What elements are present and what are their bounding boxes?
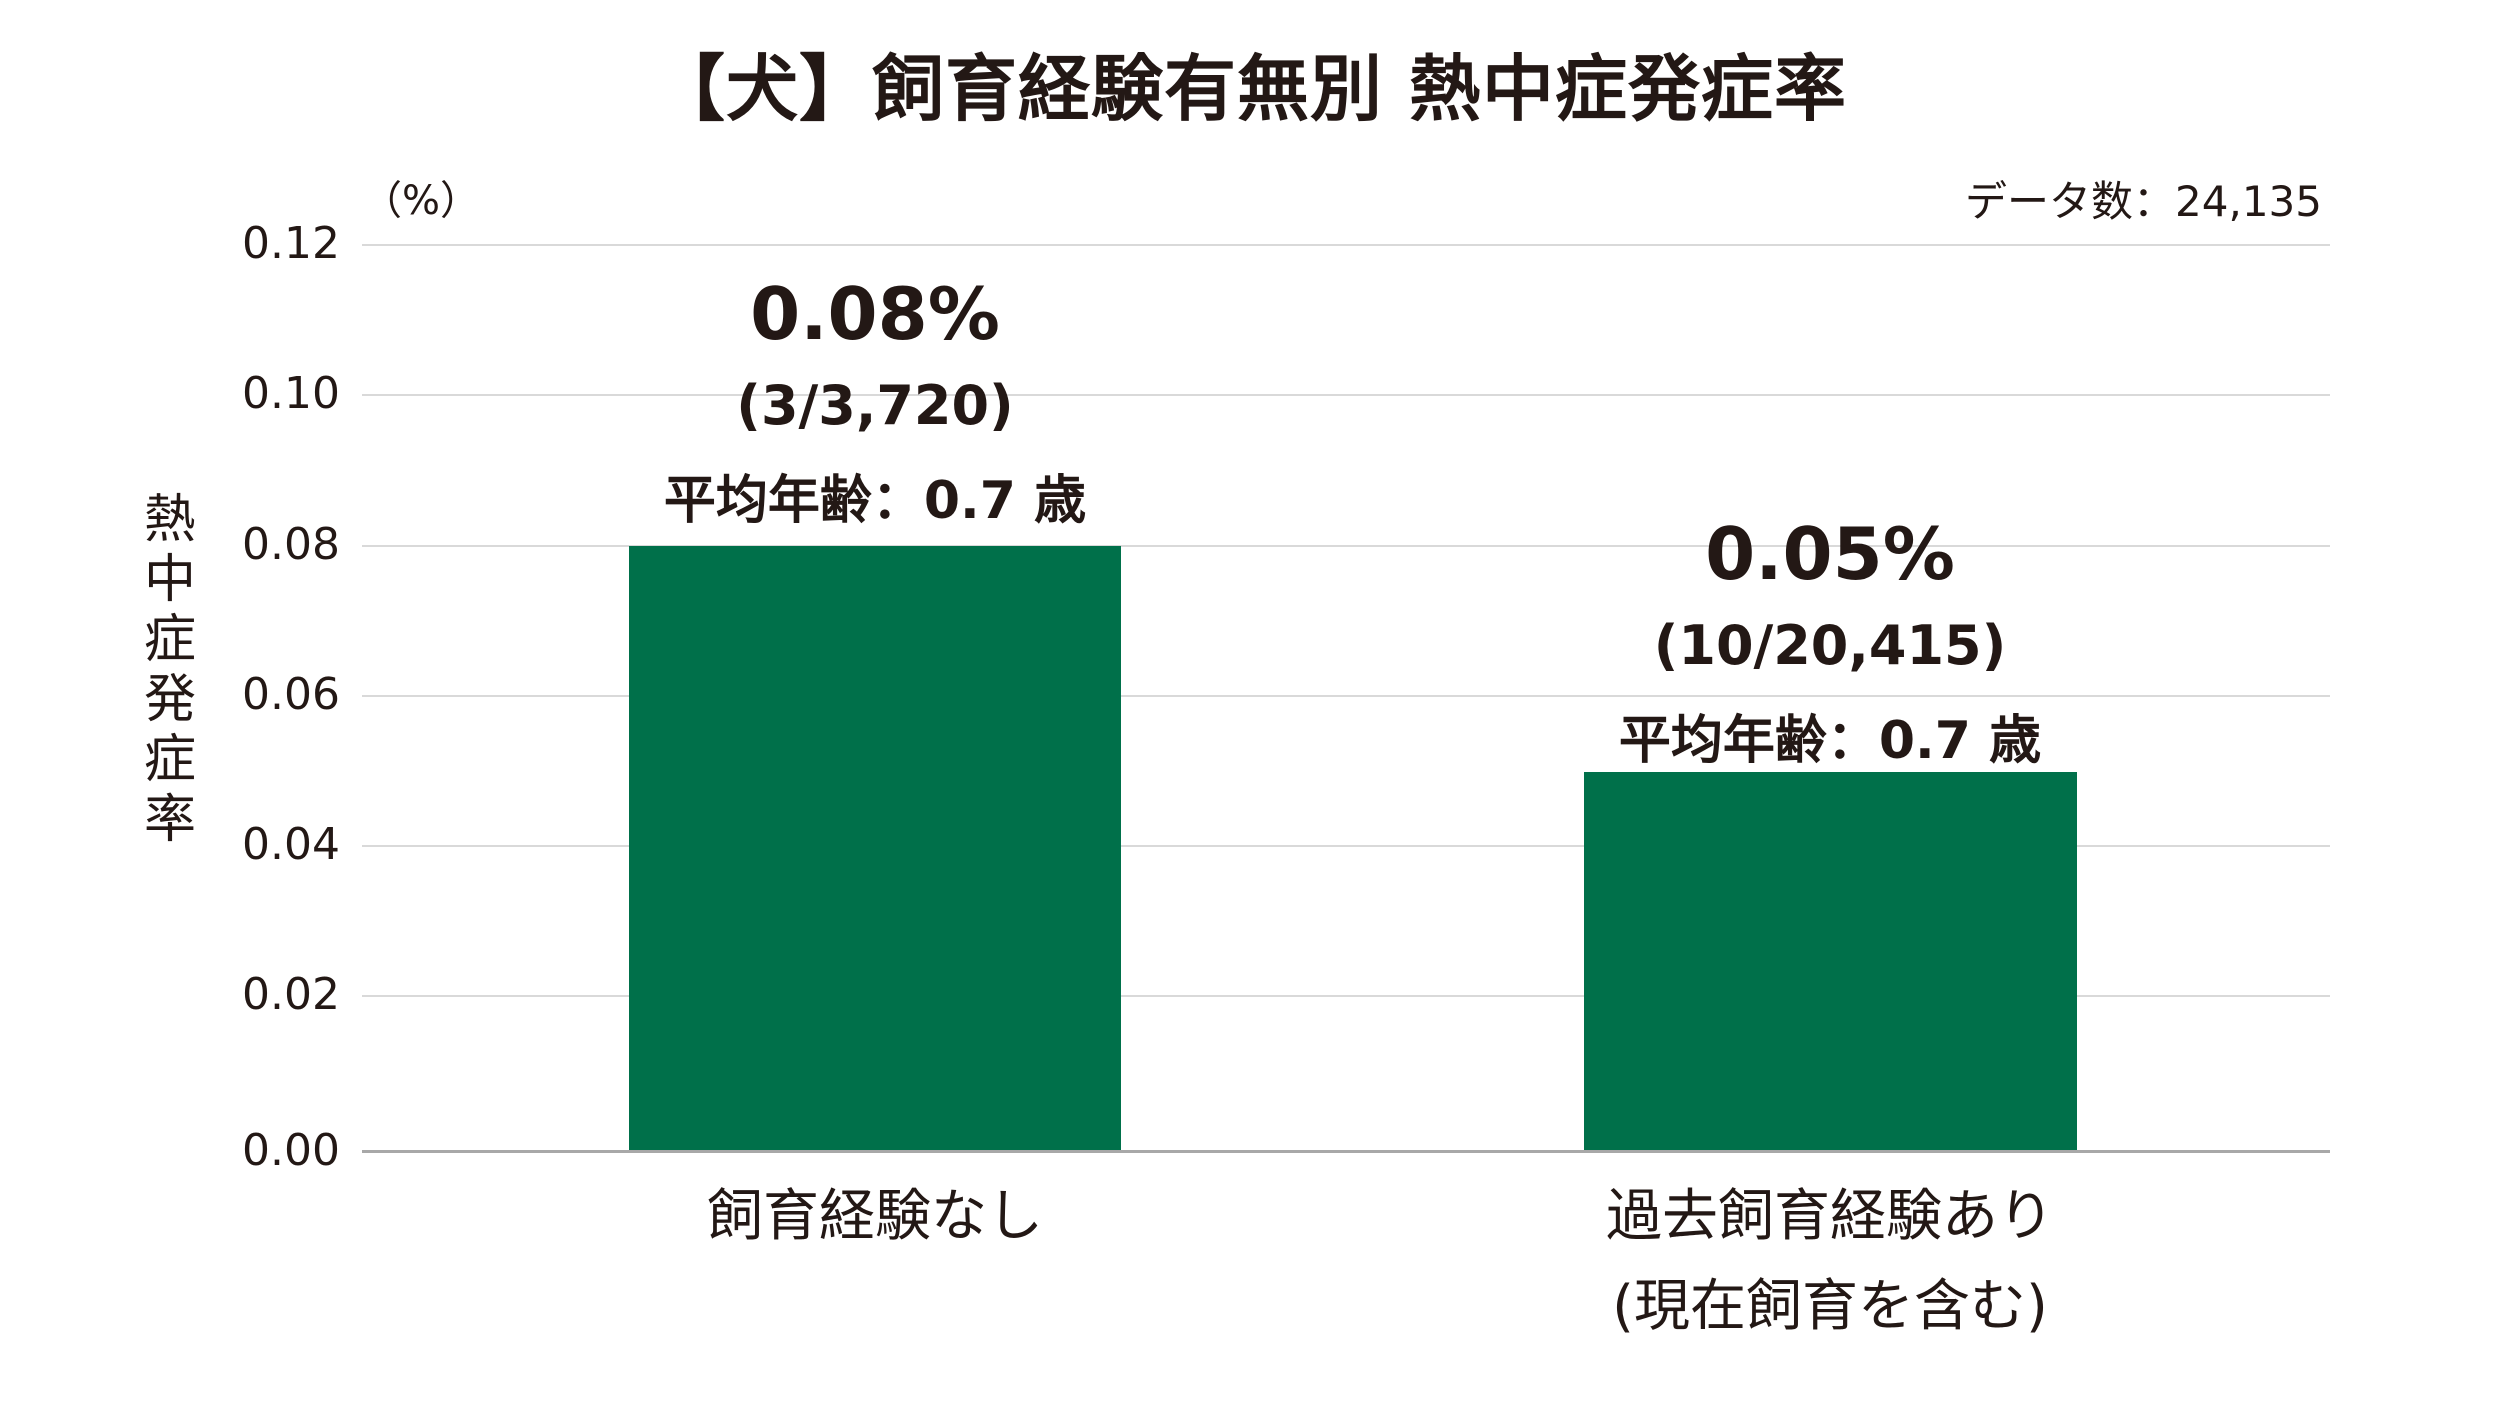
y-tick-label: 0.08: [242, 519, 340, 570]
y-tick-label: 0.04: [242, 819, 340, 870]
gridline: [362, 995, 2330, 997]
x-category-line: 飼育経験なし: [707, 1184, 1043, 1249]
y-tick-label: 0.02: [242, 969, 340, 1020]
y-unit-label: （%）: [362, 178, 481, 224]
y-axis-title-char: 中: [143, 550, 196, 610]
y-axis-title-char: 率: [143, 790, 196, 850]
x-category-label: 飼育経験なし: [525, 1172, 1225, 1262]
bar-age-label: 平均年齢：0.7 歳: [663, 471, 1087, 531]
x-category-line: 過去飼育経験あり: [1606, 1184, 2054, 1249]
bar-value-label: 0.08%: [750, 272, 1000, 356]
x-category-label: 過去飼育経験あり (現在飼育を含む): [1480, 1172, 2180, 1352]
gridline: [362, 394, 2330, 396]
x-category-line: (現在飼育を含む): [1612, 1274, 2048, 1339]
y-axis-title-char: 症: [143, 610, 196, 670]
bar-no-experience: [629, 546, 1121, 1151]
y-tick-label: 0.10: [242, 368, 340, 419]
y-tick-label: 0.12: [242, 218, 340, 269]
gridline: [362, 244, 2330, 246]
gridline: [362, 545, 2330, 547]
y-axis-title-char: 熱: [143, 490, 196, 550]
bar-past-experience: [1584, 772, 2077, 1151]
bar-fraction-label: (3/3,720): [736, 374, 1014, 437]
y-axis-title-char: 症: [143, 730, 196, 790]
y-axis-title-char: 発: [143, 670, 196, 730]
bar-fraction-label: (10/20,415): [1653, 614, 2007, 677]
y-tick-label: 0.06: [242, 669, 340, 720]
bar-value-label: 0.05%: [1705, 512, 1955, 596]
y-axis-title: 熱 中 症 発 症 率: [140, 490, 200, 850]
gridline: [362, 695, 2330, 697]
gridline: [362, 845, 2330, 847]
data-count-label: データ数：24,135: [1965, 177, 2322, 226]
x-axis-baseline: [362, 1150, 2330, 1153]
y-tick-label: 0.00: [242, 1125, 340, 1176]
chart-title: 【犬】飼育経験有無別 熱中症発症率: [652, 47, 1848, 131]
bar-age-label: 平均年齢：0.7 歳: [1618, 711, 2042, 771]
